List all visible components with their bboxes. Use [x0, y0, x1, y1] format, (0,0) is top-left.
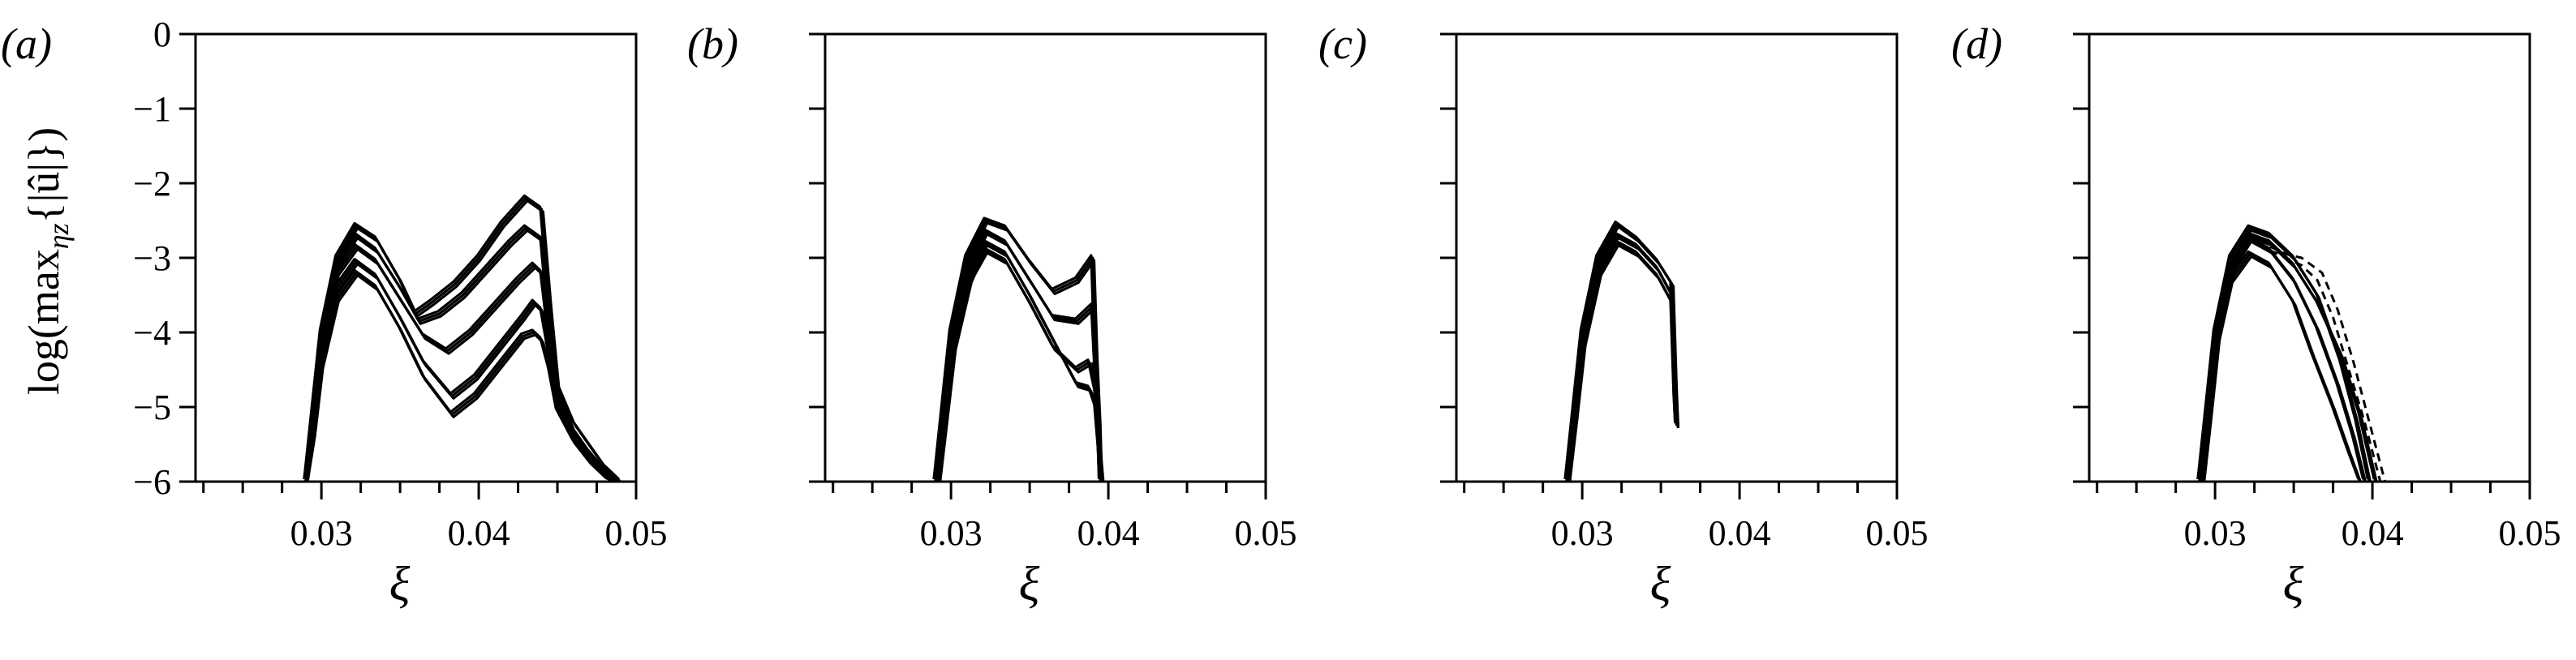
series-line-curve-4-band-1: [306, 263, 620, 482]
x-tick-label: 0.05: [1866, 513, 1929, 553]
x-axis-label: ξ: [2283, 557, 2304, 611]
panel-label: (d): [1951, 19, 2002, 68]
series-line-curve-5: [304, 271, 621, 482]
y-tick-label: −2: [133, 164, 171, 204]
x-tick-label: 0.04: [448, 513, 510, 553]
series-line-curve-6: [2269, 245, 2387, 482]
series-line-curve-3-band-0: [1565, 239, 1677, 480]
axes-frame: [2088, 32, 2531, 483]
series-line-curve-2: [934, 230, 1102, 482]
x-tick-label: 0.03: [2184, 513, 2247, 553]
y-tick-label: −5: [133, 388, 171, 427]
y-tick-label: 0: [153, 15, 171, 54]
series-line-curve-4-band-1: [2203, 236, 2378, 482]
curves: [2196, 224, 2387, 482]
x-tick-label: 0.04: [1709, 513, 1771, 553]
y-tick-label: −6: [133, 462, 171, 502]
y-axis-label-text: log(maxηz{|û|}): [19, 127, 75, 395]
curves: [303, 194, 621, 482]
curves: [932, 216, 1105, 482]
x-axis-label: ξ: [389, 557, 411, 611]
y-tick-label: −4: [133, 313, 171, 353]
panels: (a) 0 −1 −2 −3 −4 −5 −6 0.03 0.04 0.05 ξ (b) 0.03 0.04…: [1, 15, 2561, 611]
y-axis-label-main: log(max: [19, 249, 68, 395]
series-line-curve-3-band-1: [1568, 244, 1679, 482]
series-line-curve-5: [2269, 249, 2382, 482]
panel-c: (c) 0.03 0.04 0.05 ξ: [1318, 19, 1929, 611]
x-tick-label: 0.04: [1077, 513, 1140, 553]
series-line-curve-5-band-1: [306, 273, 620, 482]
panel-label: (c): [1318, 19, 1367, 68]
y-axis-label: log(maxηz{|û|}): [19, 127, 75, 395]
series-line-curve-4-band-0: [2200, 231, 2376, 480]
curves: [1563, 221, 1679, 482]
panel-d: (d) 0.03 0.04 0.05 ξ: [1951, 19, 2561, 611]
y-axis-label-tail: {|û|}): [19, 127, 68, 223]
y-tick-label: −3: [133, 238, 171, 278]
x-tick-label: 0.03: [920, 513, 983, 553]
y-tick-label: −1: [133, 89, 171, 129]
x-tick-label: 0.05: [2499, 513, 2561, 553]
x-tick-label: 0.03: [1551, 513, 1614, 553]
series-line-curve-5-band-0: [303, 268, 620, 481]
series-line-curve-3-band-1: [306, 247, 620, 482]
x-tick-label: 0.05: [1235, 513, 1297, 553]
y-axis-label-subscript: ηz: [42, 223, 75, 249]
panel-b: (b) 0.03 0.04 0.05 ξ: [687, 19, 1297, 611]
series-line-curve-2-band-0: [932, 228, 1101, 480]
panel-label: (a): [1, 19, 52, 68]
panel-label: (b): [687, 19, 738, 68]
x-axis-label: ξ: [1650, 557, 1671, 611]
x-tick-label: 0.04: [2342, 513, 2404, 553]
axes-frame: [824, 32, 1267, 483]
x-axis-label: ξ: [1019, 557, 1040, 611]
panel-a: (a) 0 −1 −2 −3 −4 −5 −6 0.03 0.04 0.05 ξ: [1, 15, 668, 611]
series-line-curve-5: [1091, 362, 1103, 482]
x-tick-label: 0.05: [605, 513, 668, 553]
series-line-curve-1-band-0: [2196, 224, 2369, 480]
x-tick-label: 0.03: [290, 513, 353, 553]
